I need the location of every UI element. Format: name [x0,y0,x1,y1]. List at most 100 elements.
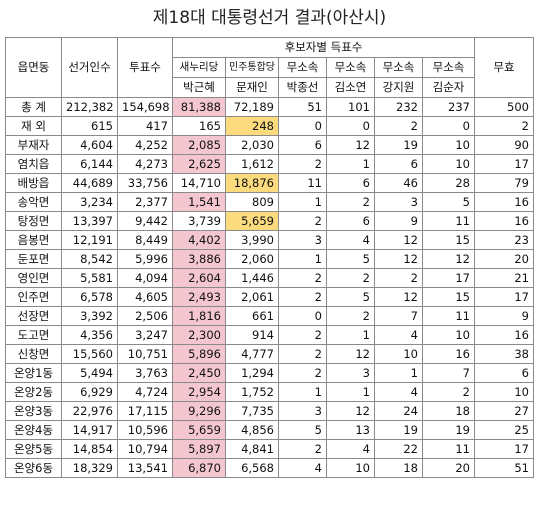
table-row: 온양2동 6,929 4,724 2,954 1,752 1 1 4 2 10 [5,382,534,402]
candidate-votes-cell: 20 [422,458,475,478]
ballots-cell: 4,094 [117,268,173,288]
election-results-table: 읍면동 선거인수 투표수 후보자별 득표수 무효 새누리당 민주통합당 무소속 … [5,37,534,478]
voters-cell: 15,560 [61,344,118,364]
table-row: 송악면 3,234 2,377 1,541 809 1 2 3 5 16 [5,192,534,212]
candidate-votes-cell: 2,954 [172,382,226,402]
ballots-cell: 9,442 [117,211,173,231]
ballots-cell: 13,541 [117,458,173,478]
ballots-cell: 4,605 [117,287,173,307]
district-name: 선장면 [5,306,62,326]
candidate-name: 김순자 [422,77,475,98]
candidate-votes-cell: 2 [326,306,375,326]
candidate-votes-cell: 6 [374,154,423,174]
candidate-votes-cell: 5 [278,420,327,440]
candidate-votes-cell: 6,568 [225,458,279,478]
voters-cell: 3,234 [61,192,118,212]
candidate-votes-cell: 101 [326,97,375,117]
invalid-cell: 27 [474,401,534,421]
party-label: 무소속 [278,57,327,78]
invalid-cell: 10 [474,382,534,402]
district-name: 인주면 [5,287,62,307]
district-name: 영인면 [5,268,62,288]
table-row: 배방읍 44,689 33,756 14,710 18,876 11 6 46 28 79 [5,173,534,193]
ballots-cell: 17,115 [117,401,173,421]
voters-cell: 5,581 [61,268,118,288]
district-name: 부재자 [5,135,62,155]
invalid-cell: 6 [474,363,534,383]
candidate-votes-cell: 19 [374,135,423,155]
district-name: 온양5동 [5,439,62,459]
candidate-votes-cell: 6 [326,211,375,231]
district-name: 염치읍 [5,154,62,174]
candidate-votes-cell: 2,625 [172,154,226,174]
candidate-votes-cell: 19 [422,420,475,440]
candidate-votes-cell: 11 [422,306,475,326]
candidate-votes-cell: 12 [326,135,375,155]
invalid-cell: 500 [474,97,534,117]
candidate-votes-cell: 15 [422,287,475,307]
voters-cell: 22,976 [61,401,118,421]
col-header-district: 읍면동 [5,37,62,98]
table-row: 재 외 615 417 165 248 0 0 2 0 2 [5,116,534,136]
voters-cell: 6,578 [61,287,118,307]
candidate-votes-cell: 9,296 [172,401,226,421]
invalid-cell: 20 [474,249,534,269]
candidate-votes-cell: 4 [326,439,375,459]
candidate-votes-cell: 17 [422,268,475,288]
candidate-votes-cell: 1 [326,325,375,345]
party-label: 무소속 [374,57,423,78]
candidate-votes-cell: 914 [225,325,279,345]
voters-cell: 4,604 [61,135,118,155]
voters-cell: 14,917 [61,420,118,440]
candidate-votes-cell: 15 [422,230,475,250]
candidate-votes-cell: 1,446 [225,268,279,288]
voters-cell: 212,382 [61,97,118,117]
district-name: 온양6동 [5,458,62,478]
candidate-votes-cell: 2,085 [172,135,226,155]
voters-cell: 13,397 [61,211,118,231]
candidate-votes-cell: 1,294 [225,363,279,383]
candidate-votes-cell: 165 [172,116,226,136]
col-header-candidate-votes: 후보자별 득표수 [172,37,475,58]
candidate-votes-cell: 3,739 [172,211,226,231]
invalid-cell: 25 [474,420,534,440]
voters-cell: 8,542 [61,249,118,269]
district-name: 온양2동 [5,382,62,402]
invalid-cell: 16 [474,325,534,345]
voters-cell: 4,356 [61,325,118,345]
candidate-votes-cell: 3 [278,230,327,250]
candidate-votes-cell: 1 [278,192,327,212]
table-row: 영인면 5,581 4,094 2,604 1,446 2 2 2 17 21 [5,268,534,288]
district-name: 온양1동 [5,363,62,383]
invalid-cell: 38 [474,344,534,364]
candidate-votes-cell: 4,841 [225,439,279,459]
candidate-name: 박종선 [278,77,327,98]
candidate-votes-cell: 248 [225,116,279,136]
voters-cell: 44,689 [61,173,118,193]
candidate-votes-cell: 3 [278,401,327,421]
candidate-votes-cell: 12 [374,287,423,307]
invalid-cell: 23 [474,230,534,250]
ballots-cell: 4,724 [117,382,173,402]
ballots-cell: 154,698 [117,97,173,117]
candidate-votes-cell: 232 [374,97,423,117]
candidate-votes-cell: 4 [374,325,423,345]
candidate-votes-cell: 2 [278,439,327,459]
ballots-cell: 4,252 [117,135,173,155]
candidate-votes-cell: 2 [278,287,327,307]
candidate-votes-cell: 2,450 [172,363,226,383]
candidate-votes-cell: 46 [374,173,423,193]
candidate-votes-cell: 4,777 [225,344,279,364]
candidate-votes-cell: 18,876 [225,173,279,193]
col-header-invalid: 무효 [474,37,534,98]
voters-cell: 14,854 [61,439,118,459]
candidate-votes-cell: 1 [326,154,375,174]
district-name: 송악면 [5,192,62,212]
candidate-name: 강지원 [374,77,423,98]
candidate-votes-cell: 3,886 [172,249,226,269]
voters-cell: 6,144 [61,154,118,174]
invalid-cell: 90 [474,135,534,155]
ballots-cell: 8,449 [117,230,173,250]
table-row: 온양6동 18,329 13,541 6,870 6,568 4 10 18 20 51 [5,458,534,478]
invalid-cell: 16 [474,211,534,231]
